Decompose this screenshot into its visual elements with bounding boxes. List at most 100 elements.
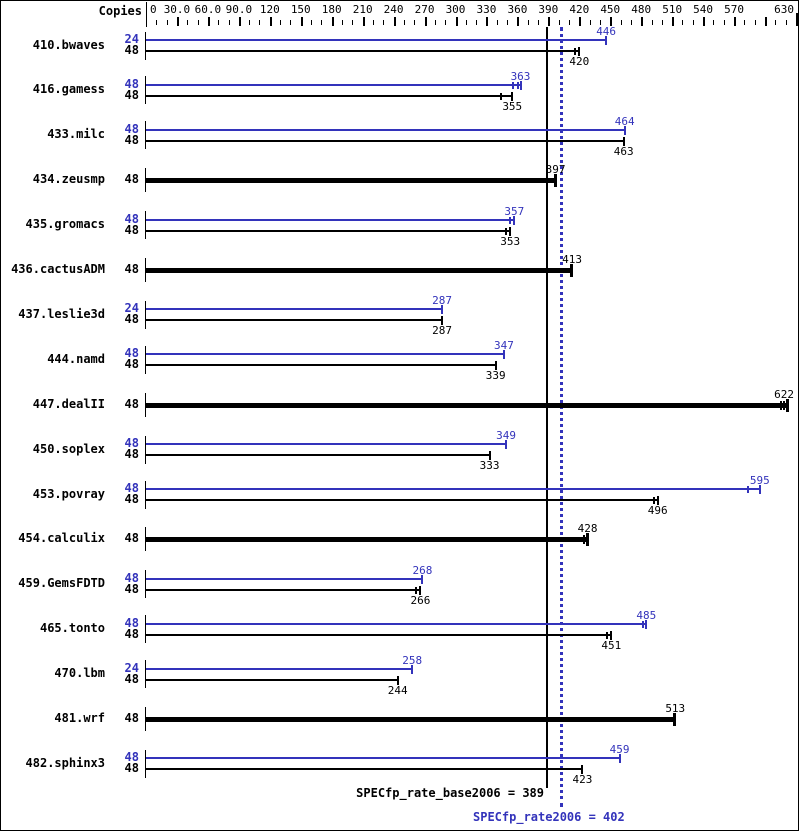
axis-major-tick: [579, 17, 582, 26]
axis-minor-tick: [589, 20, 591, 25]
axis-major-tick: [455, 17, 458, 26]
axis-major-tick: [393, 17, 396, 26]
bar-value-label: 353: [500, 234, 521, 248]
base-bar: [146, 499, 658, 501]
axis-minor-tick: [538, 20, 540, 25]
axis-minor-tick: [476, 20, 478, 25]
copies-label: 24: [124, 660, 139, 675]
copies-label: 24: [124, 301, 139, 316]
copies-label: 48: [124, 262, 139, 276]
axis-major-tick: [207, 17, 210, 26]
base-bar: [146, 633, 612, 636]
axis-major-tick: [703, 17, 706, 26]
bar-end-tick: [610, 630, 613, 640]
bar-value-label: 266: [410, 593, 431, 607]
copies-label: 48: [124, 121, 139, 136]
axis-major-tick: [176, 17, 179, 26]
bar-end-tick: [623, 125, 626, 135]
axis-label: 330: [476, 3, 497, 16]
bar-value-label: 595: [749, 474, 770, 487]
bar-value-label: 244: [387, 683, 408, 697]
axis-zero-line: [146, 2, 147, 27]
copies-label: 48: [124, 43, 139, 57]
group-baseline-tick: [145, 435, 146, 464]
bar-end-tick: [513, 215, 516, 225]
axis-label: 60.0: [194, 3, 222, 16]
benchmark-label: 433.milc: [47, 127, 105, 142]
axis-minor-tick: [228, 20, 230, 25]
bar-error-tick: [511, 81, 514, 89]
bar-value-label: 463: [613, 144, 634, 158]
axis-minor-tick: [558, 20, 560, 25]
axis-minor-tick: [342, 20, 344, 25]
group-baseline-tick: [145, 258, 146, 282]
axis-label: 180: [321, 3, 342, 16]
base-bar: [146, 229, 511, 232]
benchmark-label: 437.leslie3d: [18, 306, 105, 321]
bar-end-tick: [509, 226, 512, 236]
axis-label: 630: [774, 3, 794, 16]
axis-minor-tick: [651, 20, 653, 25]
group-baseline-tick: [145, 480, 146, 509]
axis-major-tick: [765, 17, 768, 26]
axis-label: 120: [259, 3, 280, 16]
benchmark-label: 459.GemsFDTD: [18, 576, 105, 591]
benchmark-label: 435.gromacs: [25, 217, 105, 232]
axis-minor-tick: [197, 20, 199, 25]
axis-major-tick: [424, 17, 427, 26]
axis-minor-tick: [218, 20, 220, 25]
base-bar: [146, 364, 496, 367]
axis-major-tick: [795, 13, 798, 26]
benchmark-label: 453.povray: [32, 486, 105, 501]
bar-value-label: 513: [665, 702, 686, 715]
axis-major-tick: [610, 17, 613, 26]
bar-error-tick: [779, 400, 782, 410]
bar-end-tick: [785, 398, 789, 412]
axis-minor-tick: [568, 20, 570, 25]
bar-value-label: 451: [601, 638, 622, 652]
copies-label: 48: [124, 172, 139, 187]
benchmark-label: 465.tonto: [39, 621, 105, 636]
peak-bar: [146, 353, 504, 356]
bar-value-label: 397: [545, 163, 566, 177]
axis-label: 510: [662, 3, 683, 16]
bar-value-label: 420: [569, 55, 590, 68]
base-bar: [146, 94, 513, 97]
axis-major-tick: [734, 17, 737, 26]
group-baseline-tick: [145, 31, 146, 60]
axis-minor-tick: [527, 20, 529, 25]
group-baseline-tick: [145, 76, 146, 105]
peak-bar: [146, 218, 515, 221]
benchmark-label: 410.bwaves: [32, 37, 105, 52]
benchmark-label: 481.wrf: [54, 711, 105, 725]
group-baseline-tick: [145, 527, 146, 552]
benchmark-label: 482.sphinx3: [25, 755, 105, 770]
bar-end-tick: [488, 451, 491, 461]
axis-minor-tick: [156, 20, 158, 25]
peak-bar: [146, 443, 507, 446]
bar-value-label: 446: [596, 25, 617, 38]
group-baseline-tick: [145, 570, 146, 599]
bar-end-tick: [585, 533, 589, 547]
bar-value-label: 339: [485, 369, 506, 383]
bar-value-label: 258: [402, 653, 423, 667]
axis-major-tick: [548, 17, 551, 26]
bar-error-tick: [415, 586, 418, 594]
bar-value-label: 349: [496, 429, 516, 443]
bar-error-tick: [505, 227, 508, 235]
copies-label: 48: [124, 531, 139, 546]
benchmark-label: 447.dealII: [32, 396, 105, 411]
base-bar: [146, 178, 556, 184]
base-bar: [146, 454, 490, 457]
group-baseline-tick: [145, 121, 146, 150]
axis-label: 210: [352, 3, 373, 16]
axis-minor-tick: [496, 20, 498, 25]
axis-label: 420: [569, 3, 590, 16]
base-bar: [146, 402, 788, 408]
copies-label: 48: [124, 711, 139, 725]
copies-label: 48: [124, 570, 139, 585]
bar-value-label: 459: [609, 743, 630, 757]
base-bar: [146, 319, 443, 322]
copies-label: 48: [124, 357, 139, 372]
copies-label: 48: [124, 211, 139, 226]
